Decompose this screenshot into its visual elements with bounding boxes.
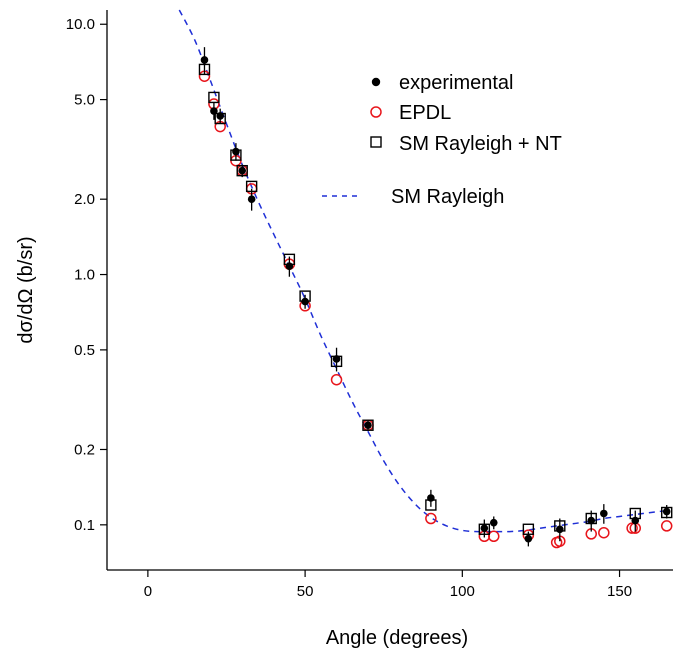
- sm-nt-point: [362, 419, 374, 431]
- experimental-point: [247, 195, 256, 203]
- experimental-point: [631, 516, 640, 525]
- experimental-point: [232, 147, 240, 156]
- experimental-point: [216, 112, 224, 120]
- legend-label-experimental: experimental: [399, 72, 514, 94]
- epdl-point: [425, 512, 437, 525]
- y-tick-label: 0.1: [74, 517, 95, 534]
- experimental-point: [427, 494, 435, 502]
- experimental-point: [301, 297, 309, 306]
- experimental-point: [200, 56, 209, 64]
- legend-marker-experimental: [371, 77, 381, 87]
- x-tick-label: 50: [297, 583, 314, 600]
- x-tick-label: 150: [607, 583, 632, 600]
- experimental-point: [600, 509, 608, 518]
- epdl-point: [598, 526, 610, 539]
- legend-label-epdl: EPDL: [399, 102, 451, 124]
- y-tick-label: 2.0: [74, 191, 95, 208]
- y-axis-title: dσ/dΩ (b/sr): [15, 236, 37, 343]
- experimental-point: [285, 262, 294, 270]
- epdl-point: [660, 520, 673, 532]
- data-points-layer: [198, 47, 673, 549]
- x-ticks: 0 50 100 150: [144, 570, 632, 600]
- y-ticks: 10.0 5.0 2.0 1.0 0.5 0.2 0.1: [66, 16, 107, 534]
- epdl-point: [488, 530, 500, 543]
- epdl-point: [330, 373, 343, 386]
- experimental-point: [238, 166, 247, 175]
- legend-marker-sm-nt: [370, 136, 382, 148]
- experimental-point: [210, 107, 218, 115]
- y-tick-label: 10.0: [66, 16, 95, 33]
- experimental-point: [587, 516, 596, 525]
- y-tick-label: 0.5: [74, 342, 95, 359]
- legend-label-sm-nt: SM Rayleigh + NT: [399, 133, 562, 155]
- legend-label-sm-rayleigh: SM Rayleigh: [391, 186, 504, 208]
- legend: experimental EPDL SM Rayleigh + NT SM Ra…: [322, 72, 562, 208]
- experimental-point: [332, 355, 341, 363]
- x-tick-label: 0: [144, 583, 152, 600]
- experimental-point: [556, 525, 564, 534]
- experimental-point: [364, 421, 372, 430]
- experimental-point: [662, 507, 671, 516]
- x-axis-title: Angle (degrees): [326, 627, 468, 649]
- sm-nt-point: [208, 91, 220, 104]
- experimental-point: [489, 518, 498, 527]
- epdl-point: [626, 522, 638, 534]
- x-tick-label: 100: [450, 583, 475, 600]
- y-tick-label: 1.0: [74, 267, 95, 284]
- experimental-point: [524, 534, 533, 543]
- y-tick-label: 5.0: [74, 92, 95, 109]
- legend-marker-epdl: [370, 106, 382, 118]
- y-tick-label: 0.2: [74, 441, 95, 458]
- experimental-point: [480, 524, 489, 532]
